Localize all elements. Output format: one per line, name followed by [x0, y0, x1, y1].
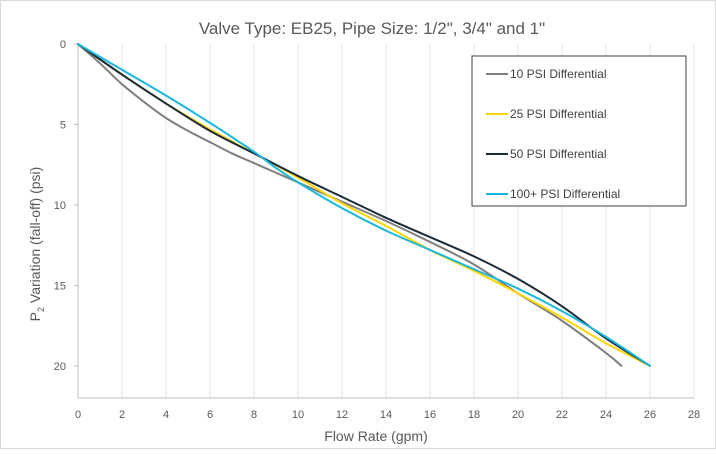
x-tick-label: 4	[163, 409, 169, 421]
y-tick-label: 5	[60, 119, 66, 131]
legend-label-1: 10 PSI Differential	[510, 67, 607, 81]
x-tick-label: 28	[688, 409, 700, 421]
y-tick-label: 20	[54, 361, 66, 373]
x-tick-label: 12	[336, 409, 348, 421]
legend: 10 PSI Differential 25 PSI Differential 50…	[471, 55, 687, 207]
x-tick-labels: 0 2 4 6 8 10 12 14 16 18 20 22 24 26 28	[75, 409, 700, 421]
x-tick-label: 2	[119, 409, 125, 421]
x-tick-label: 26	[644, 409, 656, 421]
x-tick-label: 0	[75, 409, 81, 421]
y-axis-label: P2 Variation (fall-off) (psi)	[27, 167, 46, 322]
legend-label-4: 100+ PSI Differential	[510, 187, 620, 201]
x-tick-label: 6	[207, 409, 213, 421]
y-tick-labels: 0 5 10 15 20	[54, 39, 66, 373]
x-tick-label: 24	[600, 409, 612, 421]
legend-label-3: 50 PSI Differential	[510, 147, 607, 161]
axes	[74, 43, 694, 399]
x-tick-label: 16	[424, 409, 436, 421]
x-tick-label: 10	[292, 409, 304, 421]
chart-title: Valve Type: EB25, Pipe Size: 1/2", 3/4" …	[199, 19, 545, 38]
y-tick-label: 10	[54, 200, 66, 212]
x-tick-label: 8	[251, 409, 257, 421]
x-tick-label: 18	[468, 409, 480, 421]
legend-label-2: 25 PSI Differential	[510, 107, 607, 121]
y-axis-label-main: P	[27, 312, 43, 321]
series-lines	[77, 43, 651, 367]
x-tick-label: 22	[556, 409, 568, 421]
y-tick-label: 0	[60, 39, 66, 51]
legend-box	[471, 55, 687, 207]
x-tick-label: 14	[380, 409, 392, 421]
series-line-3	[77, 43, 651, 367]
y-axis-label-subscript: 2	[36, 307, 46, 312]
series-line-4	[77, 43, 651, 367]
x-axis-label: Flow Rate (gpm)	[324, 428, 427, 444]
y-tick-label: 15	[54, 280, 66, 292]
y-axis-label-rest: Variation (fall-off) (psi)	[27, 167, 43, 307]
x-tick-label: 20	[512, 409, 524, 421]
